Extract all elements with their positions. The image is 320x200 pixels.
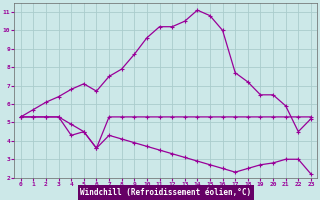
X-axis label: Windchill (Refroidissement éolien,°C): Windchill (Refroidissement éolien,°C) (80, 188, 252, 197)
